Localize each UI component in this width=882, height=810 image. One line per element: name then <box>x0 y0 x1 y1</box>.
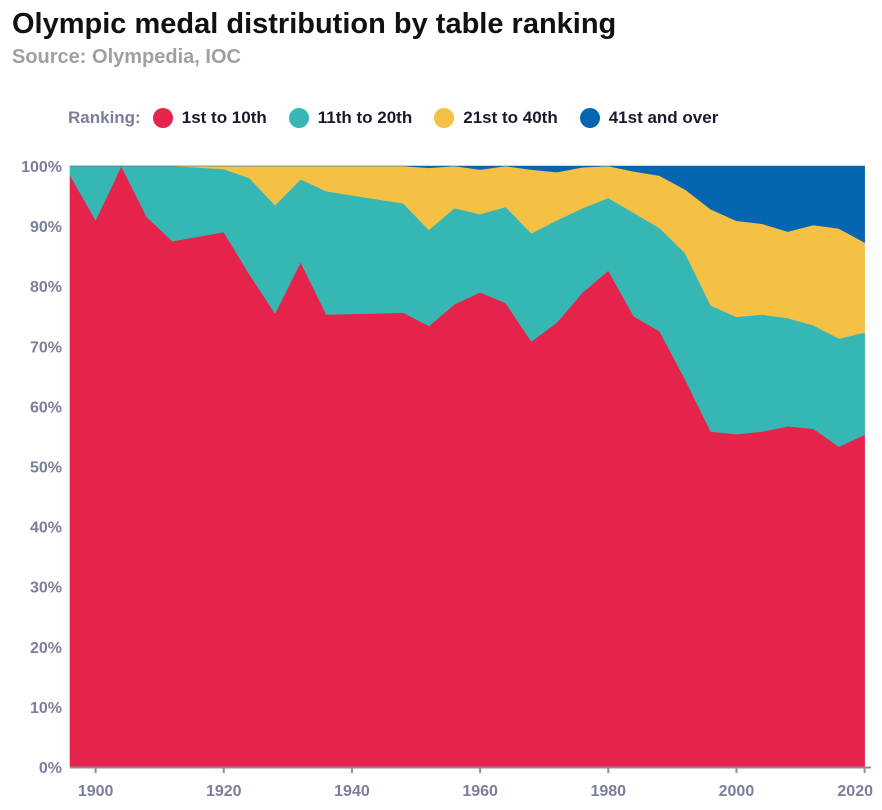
area-41st-and-over <box>70 165 865 243</box>
legend-item-41st-and-over[interactable]: 41st and over <box>579 108 719 128</box>
y-tick-label-0: 0% <box>39 760 62 777</box>
y-tick-label-70: 70% <box>30 339 62 356</box>
x-tick-label-2020: 2020 <box>837 783 873 800</box>
legend-swatch-1st-to-10th <box>152 108 173 128</box>
y-tick-label-40: 40% <box>30 520 62 537</box>
legend-label-41st-and-over: 41st and over <box>608 108 719 127</box>
legend: Ranking: 1st to 10th 11th to 20th 21st t… <box>68 104 740 132</box>
legend-item-11th-to-20th[interactable]: 11th to 20th <box>288 108 413 128</box>
y-tick-label-30: 30% <box>30 580 62 597</box>
legend-swatch-21st-to-40th <box>434 108 455 128</box>
legend-label-21st-to-40th: 21st to 40th <box>463 108 558 127</box>
x-tick-label-1940: 1940 <box>334 783 370 800</box>
legend-swatch-41st-and-over <box>579 108 600 128</box>
area-layers <box>69 165 865 768</box>
y-tick-label-90: 90% <box>30 219 62 236</box>
x-tick-label-1920: 1920 <box>206 783 242 800</box>
y-tick-label-10: 10% <box>30 700 62 717</box>
legend-title: Ranking: <box>68 108 141 127</box>
x-tick-label-1980: 1980 <box>590 783 626 800</box>
legend-label-1st-to-10th: 1st to 10th <box>181 108 267 127</box>
y-tick-label-20: 20% <box>30 640 62 657</box>
x-tick-label-1900: 1900 <box>78 783 114 800</box>
x-axis: 1900 1920 1940 1960 1980 2000 2020 <box>70 766 873 800</box>
legend-item-1st-to-10th[interactable]: 1st to 10th <box>152 108 267 128</box>
legend-label-11th-to-20th: 11th to 20th <box>317 108 413 127</box>
chart-subtitle: Source: Olympedia, IOC <box>12 46 241 68</box>
y-tick-label-60: 60% <box>30 399 62 416</box>
y-tick-label-100: 100% <box>21 159 62 176</box>
y-tick-label-80: 80% <box>30 279 62 296</box>
y-axis: 0% 10% 20% 30% 40% 50% 60% 70% 80% 90% 100% <box>21 159 62 777</box>
chart-title: Olympic medal distribution by table rank… <box>12 8 617 40</box>
x-tick-label-1960: 1960 <box>462 783 498 800</box>
legend-swatch-11th-to-20th <box>288 108 309 128</box>
x-tick-label-2000: 2000 <box>719 783 755 800</box>
legend-item-21st-to-40th[interactable]: 21st to 40th <box>434 108 558 128</box>
y-tick-label-50: 50% <box>30 460 62 477</box>
